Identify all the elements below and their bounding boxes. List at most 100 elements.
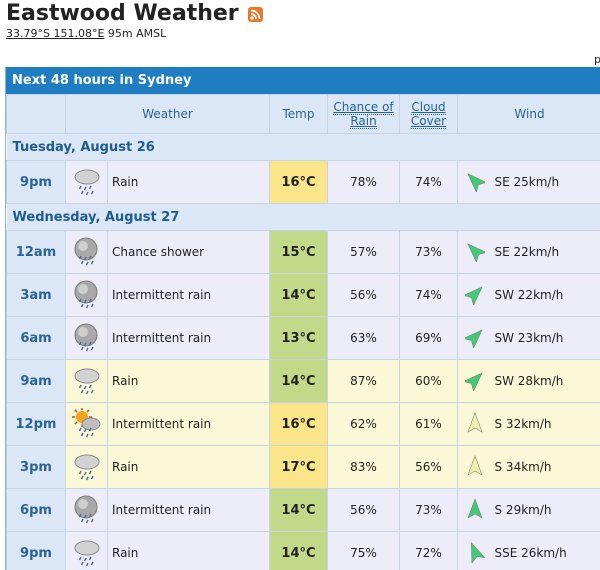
chance-of-rain: 63%: [327, 316, 400, 360]
wind-arrow-icon: [463, 326, 485, 351]
wind-arrow-icon: [465, 541, 486, 566]
forecast-time: 12am: [6, 230, 66, 274]
shower-icon: [72, 280, 102, 312]
wind-arrow-icon: [465, 454, 485, 480]
weather-description: Rain: [107, 359, 270, 403]
cloud-cover: 73%: [399, 230, 458, 274]
wind-direction-cell: [457, 273, 493, 317]
temperature: 16°C: [269, 160, 328, 204]
wind-speed: SE 22km/h: [492, 230, 600, 274]
forecast-time: 6pm: [6, 488, 66, 532]
cloud-cover: 74%: [399, 160, 458, 204]
weather-column-header: Weather: [65, 94, 270, 134]
site-title-text: Eastwood Weather: [6, 1, 239, 26]
chance-of-rain: 75%: [327, 531, 400, 570]
site-title: Eastwood Weather: [6, 1, 263, 26]
weather-description: Chance shower: [107, 230, 270, 274]
wind-speed: SE 25km/h: [492, 160, 600, 204]
weather-description: Rain: [107, 160, 270, 204]
wind-direction-cell: [457, 230, 493, 274]
wind-arrow-icon: [463, 283, 485, 308]
rain-icon: [72, 169, 102, 199]
wind-arrow-icon: [463, 369, 485, 394]
wind-direction-cell: [457, 316, 493, 360]
altitude-text: 95m AMSL: [107, 27, 167, 40]
weather-description: Intermittent rain: [107, 488, 270, 532]
weather-description: Intermittent rain: [107, 402, 270, 446]
chance-of-rain: 78%: [327, 160, 400, 204]
weather-icon-cell: [65, 488, 108, 532]
wind-speed: SSE 26km/h: [492, 531, 600, 570]
shower-icon: [72, 237, 102, 269]
forecast-row: 9pm Rain 14°C 75% 72% SSE 26km/h: [6, 531, 600, 570]
shower-icon: [72, 495, 102, 527]
weather-icon-cell: [65, 531, 108, 570]
location-info: 33.79°S 151.08°E 95m AMSL: [6, 27, 166, 40]
forecast-time: 9pm: [6, 160, 66, 204]
forecast-time: 6am: [6, 316, 66, 360]
forecast-time: 12pm: [6, 402, 66, 446]
weather-icon-cell: [65, 230, 108, 274]
weather-icon-cell: [65, 160, 108, 204]
forecast-time: 9pm: [6, 531, 66, 570]
temperature: 14°C: [269, 273, 328, 317]
forecast-time: 3am: [6, 273, 66, 317]
cloud-cover: 60%: [399, 359, 458, 403]
rss-icon[interactable]: [247, 7, 263, 22]
wind-arrow-icon: [465, 411, 485, 437]
rain-icon: [72, 454, 102, 484]
chance-of-rain: 87%: [327, 359, 400, 403]
cloud-column-header[interactable]: Cloud Cover: [399, 94, 458, 134]
weather-description: Intermittent rain: [107, 316, 270, 360]
table-header-row: Weather Temp Chance of Rain Cloud Cover …: [6, 94, 600, 134]
cloud-cover: 74%: [399, 273, 458, 317]
day-label: Wednesday, August 27: [6, 203, 600, 231]
temperature: 17°C: [269, 445, 328, 489]
sun-shower-icon: [71, 406, 102, 441]
wind-speed: SW 28km/h: [492, 359, 600, 403]
temperature: 15°C: [269, 230, 328, 274]
shower-icon: [72, 323, 102, 355]
wind-speed: S 29km/h: [492, 488, 600, 532]
day-label: Tuesday, August 26: [6, 133, 600, 161]
rain-column-header[interactable]: Chance of Rain: [327, 94, 400, 134]
cloud-cover: 56%: [399, 445, 458, 489]
temperature: 16°C: [269, 402, 328, 446]
chance-of-rain: 57%: [327, 230, 400, 274]
forecast-row: 12pm Intermittent rain 16°C 62% 61% S 32km/h: [6, 402, 600, 446]
forecast-time: 9am: [6, 359, 66, 403]
forecast-row: 6am Intermittent rain 13°C 63% 69% SW 23km/h: [6, 316, 600, 360]
rain-icon: [72, 540, 102, 570]
weather-icon-cell: [65, 273, 108, 317]
forecast-row: 3pm Rain 17°C 83% 56% S 34km/h: [6, 445, 600, 489]
temperature: 14°C: [269, 359, 328, 403]
wind-direction-cell: [457, 359, 493, 403]
wind-arrow-icon: [465, 240, 488, 265]
wind-speed: S 34km/h: [492, 445, 600, 489]
forecast-row: 3am Intermittent rain 14°C 56% 74% SW 22km/h: [6, 273, 600, 317]
forecast-body: Tuesday, August 26 9pm Rain 16°C 78% 74% SE 25…: [6, 133, 600, 570]
forecast-row: 6pm Intermittent rain 14°C 56% 73% S 29km/h: [6, 488, 600, 532]
forecast-time: 3pm: [6, 445, 66, 489]
forecast-row: 12am Chance shower 15°C 57% 73% SE 22km/h: [6, 230, 600, 274]
temperature: 14°C: [269, 488, 328, 532]
wind-speed: SW 22km/h: [492, 273, 600, 317]
weather-icon-cell: [65, 316, 108, 360]
weather-icon-cell: [65, 359, 108, 403]
time-column-header: [6, 94, 66, 134]
wind-speed: SW 23km/h: [492, 316, 600, 360]
temp-column-header: Temp: [269, 94, 328, 134]
weather-icon-cell: [65, 402, 108, 446]
weather-icon-cell: [65, 445, 108, 489]
wind-direction-cell: [457, 531, 493, 570]
wind-column-header: Wind: [456, 94, 600, 134]
day-header-row: Tuesday, August 26: [6, 133, 600, 161]
wind-speed: S 32km/h: [492, 402, 600, 446]
forecast-heading: Next 48 hours in Sydney: [6, 67, 600, 94]
rain-icon: [72, 368, 102, 398]
wind-direction-cell: [457, 402, 493, 446]
coordinates-link[interactable]: 33.79°S 151.08°E: [6, 27, 105, 40]
chance-of-rain: 56%: [327, 488, 400, 532]
wind-direction-cell: [457, 160, 493, 204]
temperature: 14°C: [269, 531, 328, 570]
